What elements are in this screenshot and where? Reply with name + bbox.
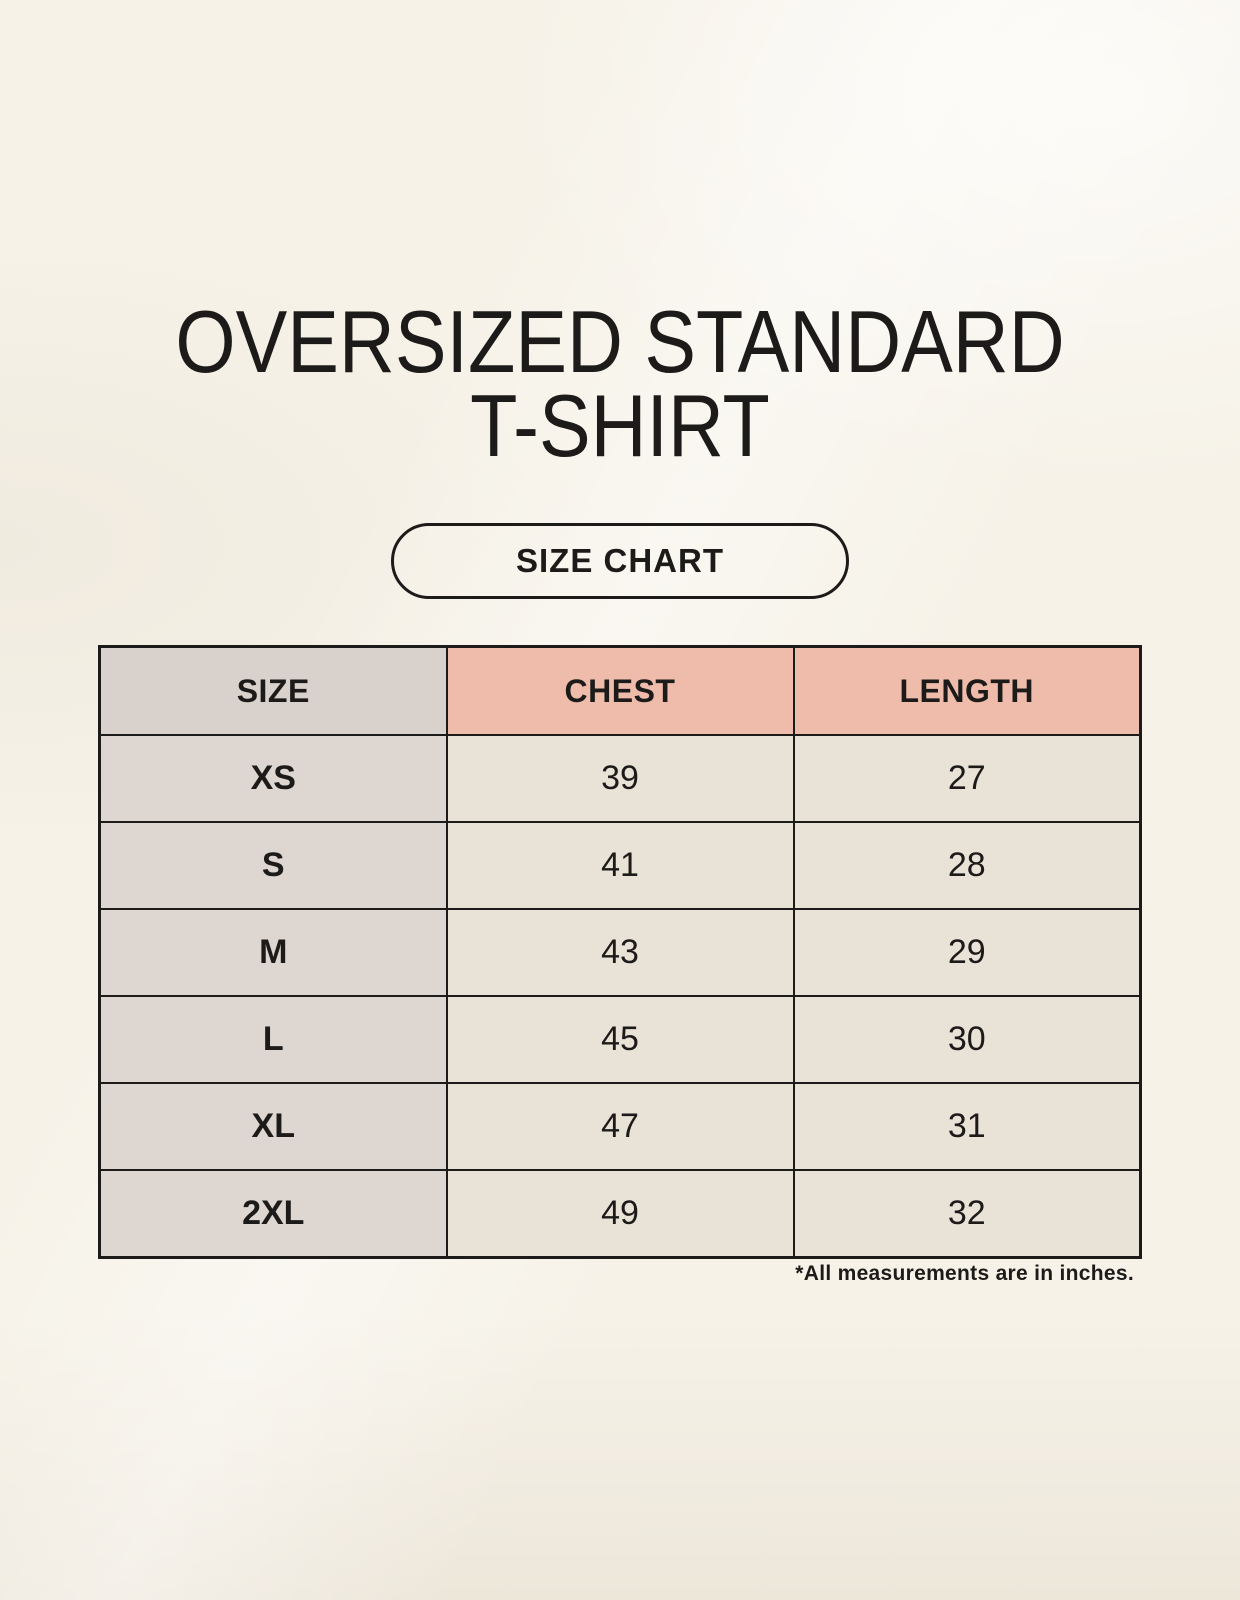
page-title-line-2: T-SHIRT xyxy=(470,376,770,475)
length-value: 28 xyxy=(792,821,1142,910)
table-row: S 41 28 xyxy=(98,821,1142,910)
page-title: OVERSIZED STANDARD T-SHIRT xyxy=(74,292,1165,475)
size-label: M xyxy=(98,908,448,997)
chest-value: 41 xyxy=(445,821,795,910)
column-header-chest: CHEST xyxy=(445,645,795,736)
chest-value: 49 xyxy=(445,1169,795,1259)
size-chart-table: SIZE CHEST LENGTH XS 39 27 S 41 28 M 43 … xyxy=(98,645,1142,1259)
table-row: M 43 29 xyxy=(98,908,1142,997)
table-row: XL 47 31 xyxy=(98,1082,1142,1171)
table-row: 2XL 49 32 xyxy=(98,1169,1142,1259)
size-label: S xyxy=(98,821,448,910)
size-chart-button[interactable]: SIZE CHART xyxy=(391,523,849,599)
length-value: 32 xyxy=(792,1169,1142,1259)
chest-value: 43 xyxy=(445,908,795,997)
size-chart-button-label: SIZE CHART xyxy=(516,542,724,579)
table-row: L 45 30 xyxy=(98,995,1142,1084)
size-label: XS xyxy=(98,734,448,823)
length-value: 30 xyxy=(792,995,1142,1084)
length-value: 27 xyxy=(792,734,1142,823)
column-header-size: SIZE xyxy=(98,645,448,736)
chest-value: 45 xyxy=(445,995,795,1084)
size-label: XL xyxy=(98,1082,448,1171)
table-row: XS 39 27 xyxy=(98,734,1142,823)
column-header-length: LENGTH xyxy=(792,645,1142,736)
page-title-line-1: OVERSIZED STANDARD xyxy=(175,292,1065,391)
chest-value: 39 xyxy=(445,734,795,823)
length-value: 31 xyxy=(792,1082,1142,1171)
size-label: L xyxy=(98,995,448,1084)
size-label: 2XL xyxy=(98,1169,448,1259)
length-value: 29 xyxy=(792,908,1142,997)
table-header-row: SIZE CHEST LENGTH xyxy=(98,645,1142,736)
measurements-footnote: *All measurements are in inches. xyxy=(795,1262,1134,1285)
chest-value: 47 xyxy=(445,1082,795,1171)
